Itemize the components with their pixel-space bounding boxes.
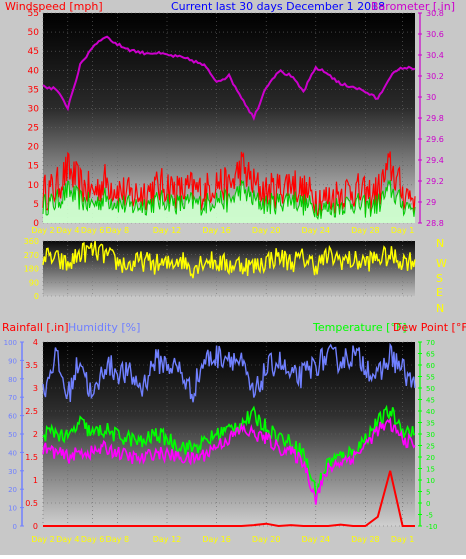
humidity-tick-label: 30	[8, 468, 17, 476]
day-tick-label: Day 24	[302, 535, 331, 544]
day-tick-label: Day 6	[81, 535, 104, 544]
dewpoint-axis-label: Dew Point [°F]	[393, 321, 466, 334]
rain-tick-label: 3	[33, 384, 38, 393]
temperature-tick-label: 65	[426, 351, 435, 359]
humidity-axis-label: Humidity [%]	[68, 321, 140, 334]
day-tick-label: Day 12	[153, 226, 182, 235]
day-tick-label: Day 2	[31, 226, 54, 235]
compass-label: N	[436, 237, 444, 250]
wind-tick-label: 35	[28, 85, 39, 95]
temperature-tick-label: 10	[426, 477, 435, 485]
temperature-tick-label: 20	[426, 454, 435, 462]
wind-tick-label: 10	[28, 181, 40, 191]
humidity-tick-label: 80	[8, 376, 17, 384]
direction-tick-label: 270	[24, 251, 39, 260]
barometer-tick-label: 29.2	[426, 177, 444, 186]
rain-tick-label: 2.5	[25, 407, 38, 416]
direction-tick-label: 0	[34, 292, 39, 301]
day-tick-label: Day 8	[106, 226, 129, 235]
wind-tick-label: 20	[28, 143, 40, 153]
wind-tick-label: 40	[28, 66, 40, 76]
barometer-tick-label: 29	[426, 198, 436, 207]
day-tick-label: Day 16	[202, 226, 231, 235]
temperature-tick-label: 15	[426, 466, 435, 474]
temperature-tick-label: 30	[426, 431, 435, 439]
rain-tick-label: 0	[33, 522, 38, 531]
humidity-tick-label: 60	[8, 413, 17, 421]
compass-label: W	[436, 257, 447, 270]
direction-tick-label: 90	[29, 278, 39, 287]
temperature-tick-label: 60	[426, 362, 435, 370]
wind-tick-label: 30	[28, 104, 40, 114]
humidity-tick-label: 20	[8, 486, 17, 494]
day-tick-label: Day 4	[56, 226, 79, 235]
day-tick-label: Day 28	[351, 535, 380, 544]
day-tick-label: Day 28	[351, 226, 380, 235]
temperature-tick-label: 40	[426, 408, 435, 416]
wind-tick-label: 25	[28, 124, 39, 134]
rain-tick-label: 0.5	[25, 499, 38, 508]
temperature-tick-label: 5	[426, 489, 430, 497]
wind-tick-label: 15	[28, 162, 39, 172]
direction-tick-label: 180	[24, 265, 39, 274]
humidity-tick-label: 10	[8, 505, 17, 513]
direction-tick-label: 360	[24, 237, 39, 246]
day-tick-label: Day 1	[391, 535, 414, 544]
rainfall-axis-label: Rainfall [.in]	[2, 321, 69, 334]
compass-label: E	[436, 286, 443, 299]
temperature-tick-label: -5	[426, 512, 433, 520]
day-tick-label: Day 2	[31, 535, 54, 544]
wind-tick-label: 50	[28, 28, 40, 38]
humidity-tick-label: 100	[4, 339, 17, 347]
barometer-tick-label: 29.4	[426, 156, 444, 165]
wind-tick-label: 5	[33, 200, 39, 210]
wind-axis-label: Windspeed [mph]	[5, 0, 103, 13]
humidity-tick-label: 40	[8, 449, 17, 457]
day-tick-label: Day 24	[302, 226, 331, 235]
barometer-tick-label: 30.4	[426, 51, 444, 60]
temperature-tick-label: 70	[426, 339, 435, 347]
barometer-tick-label: 30	[426, 93, 436, 102]
day-tick-label: Day 16	[202, 535, 231, 544]
rain-tick-label: 1	[33, 476, 38, 485]
day-tick-label: Day 6	[81, 226, 104, 235]
wind-tick-label: 45	[28, 47, 39, 57]
humidity-tick-label: 90	[8, 357, 17, 365]
day-tick-label: Day 8	[106, 535, 129, 544]
barometer-tick-label: 30.2	[426, 72, 444, 81]
temperature-tick-label: 50	[426, 385, 435, 393]
barometer-tick-label: 29.6	[426, 135, 444, 144]
day-tick-label: Day 4	[56, 535, 79, 544]
humidity-tick-label: 50	[8, 431, 17, 439]
rain-tick-label: 4	[33, 338, 38, 347]
day-tick-label: Day 1	[391, 226, 414, 235]
temperature-tick-label: 55	[426, 374, 435, 382]
temperature-tick-label: -10	[426, 523, 437, 531]
day-tick-label: Day 20	[252, 226, 281, 235]
compass-label: S	[436, 272, 443, 285]
rain-tick-label: 1.5	[25, 453, 38, 462]
temperature-tick-label: 0	[426, 500, 430, 508]
humidity-tick-label: 0	[13, 523, 17, 531]
barometer-tick-label: 28.8	[426, 219, 444, 228]
temperature-tick-label: 35	[426, 420, 435, 428]
humidity-tick-label: 70	[8, 394, 17, 402]
compass-label: N	[436, 302, 444, 315]
temperature-tick-label: 25	[426, 443, 435, 451]
temperature-tick-label: 45	[426, 397, 435, 405]
chart-title: Current last 30 days December 1 2018	[171, 0, 385, 13]
barometer-tick-label: 29.8	[426, 114, 444, 123]
rain-tick-label: 3.5	[25, 361, 38, 370]
day-tick-label: Day 12	[153, 535, 182, 544]
barometer-axis-label: Barometer [.in]	[371, 0, 455, 13]
rain-tick-label: 2	[33, 430, 38, 439]
day-tick-label: Day 20	[252, 535, 281, 544]
barometer-tick-label: 30.6	[426, 30, 444, 39]
